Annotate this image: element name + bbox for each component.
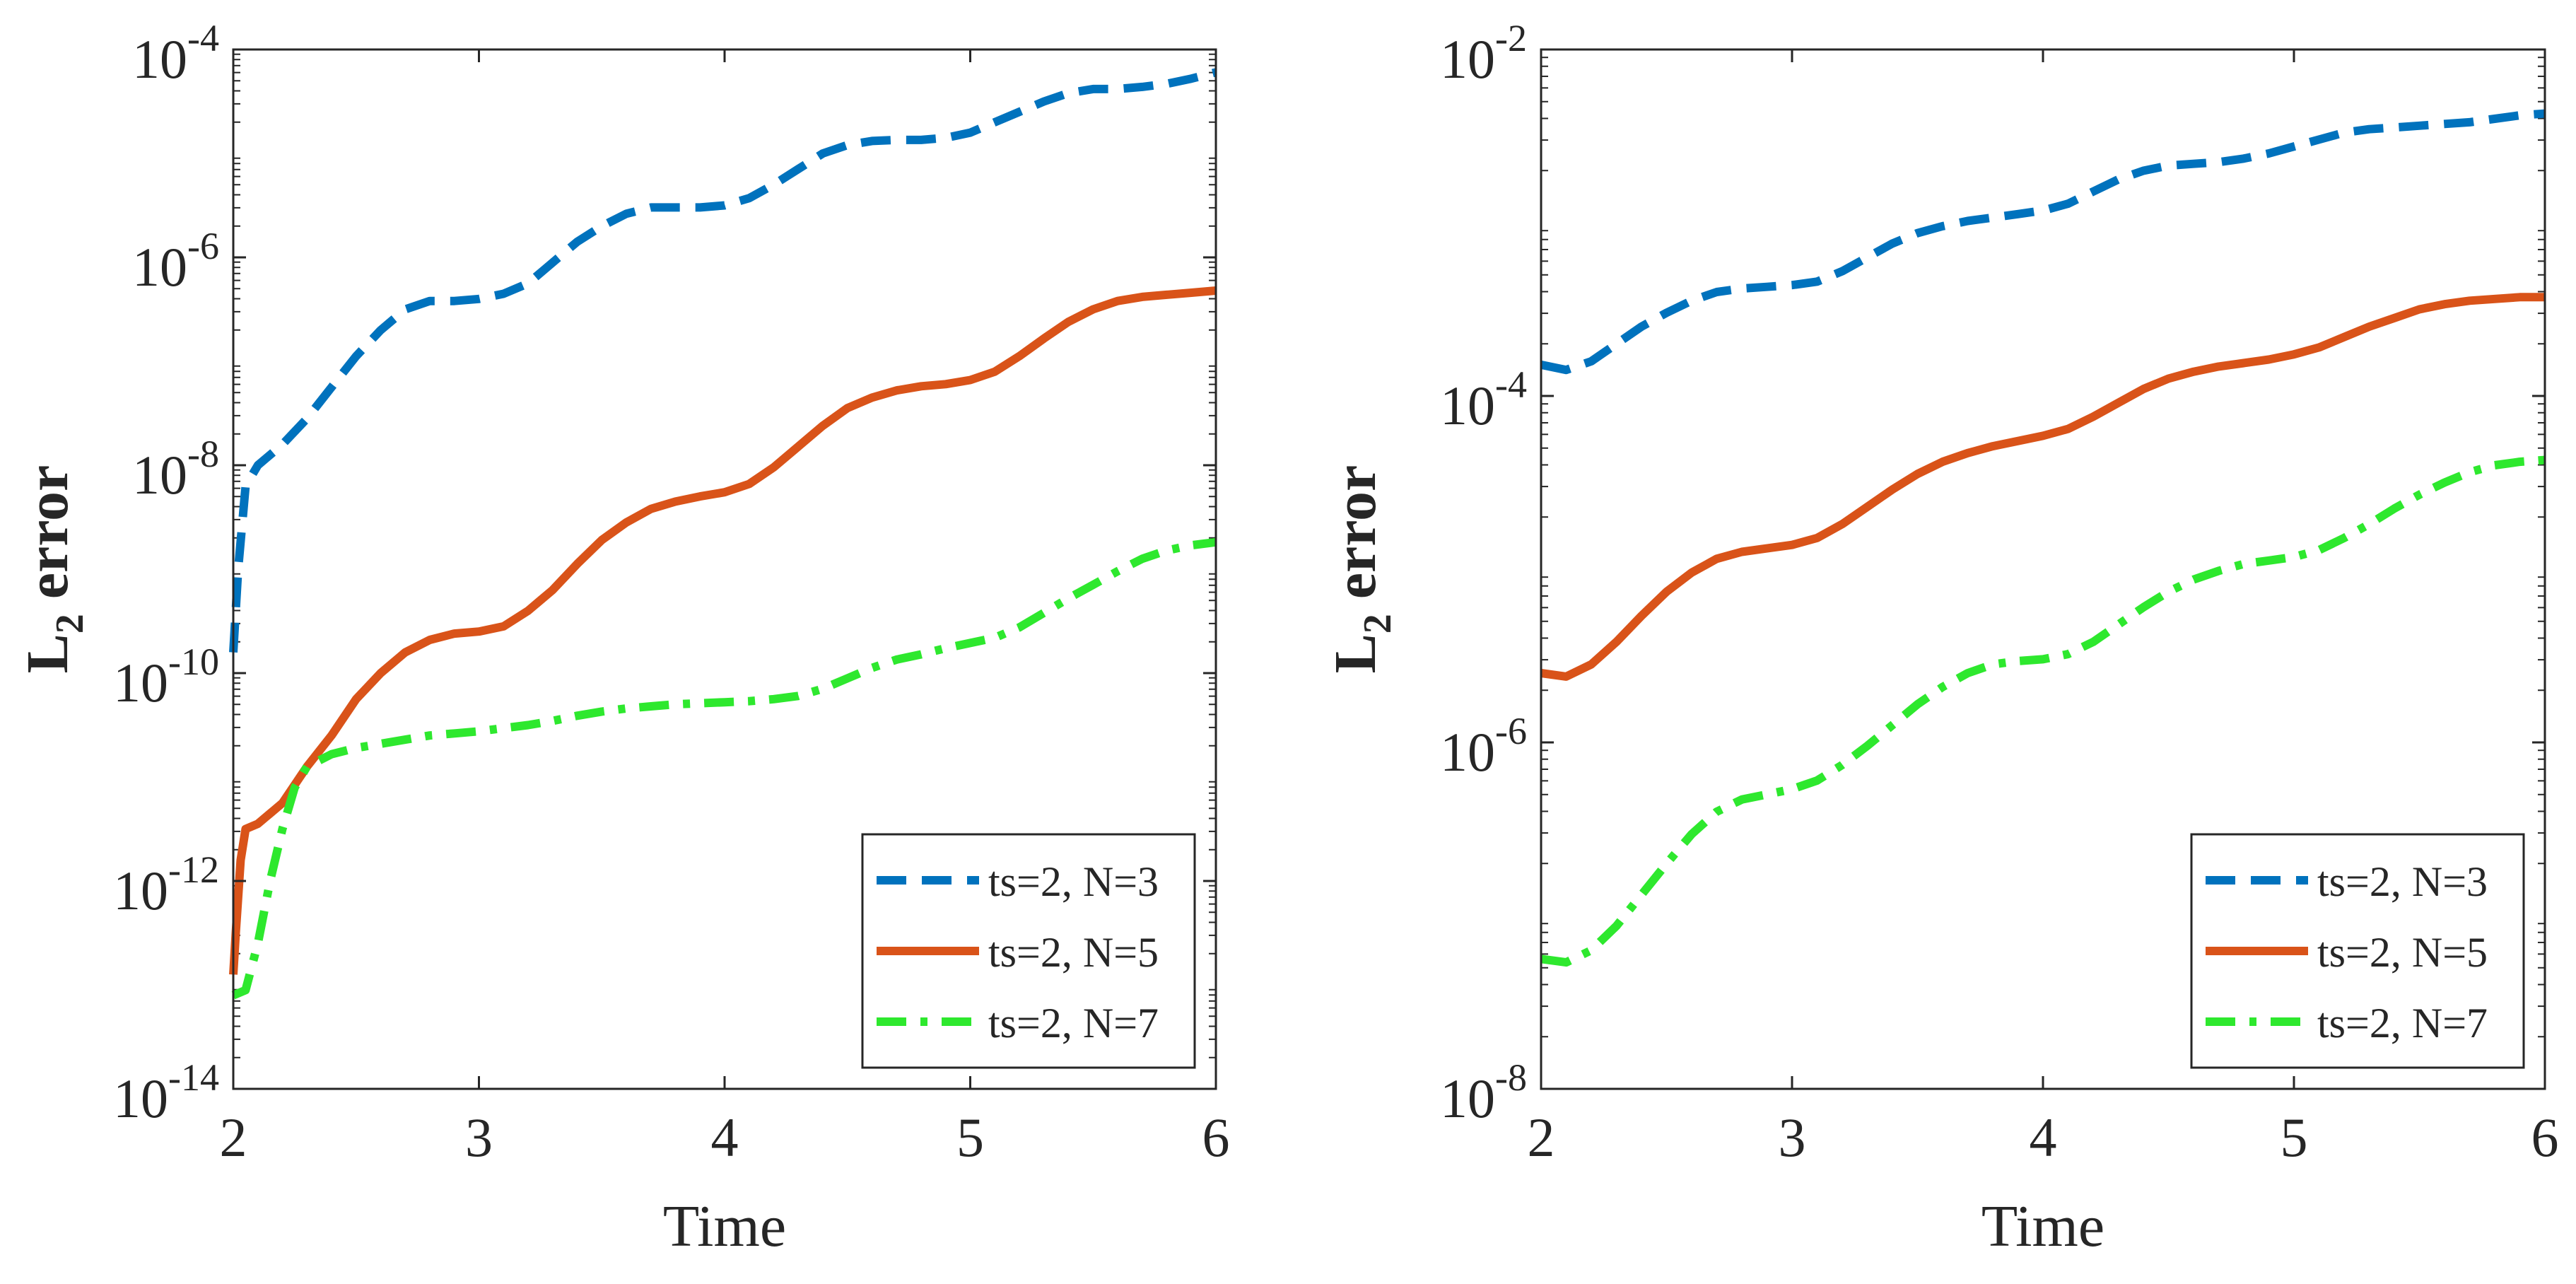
x-tick-label: 3: [465, 1107, 493, 1168]
y-tick-base: 10: [113, 860, 168, 921]
left-x-tick-labels: 2 3 4 5 6: [220, 1107, 1230, 1168]
left-y-label-subscript: 2: [48, 614, 92, 634]
left-major-ticks: [232, 48, 1217, 1090]
y-tick-base: 10: [1440, 1068, 1495, 1129]
right-series-n5-line: [1540, 293, 2545, 681]
left-y-label-main: L: [15, 634, 81, 673]
x-tick-label: 6: [1202, 1107, 1230, 1168]
y-tick-base: 10: [1440, 28, 1495, 90]
left-series-n5-line: [229, 286, 1217, 975]
y-tick-exponent: -8: [187, 433, 219, 475]
y-tick-label: 10-8: [1440, 1056, 1527, 1129]
x-tick-label: 6: [2531, 1107, 2559, 1168]
y-tick-exponent: -6: [187, 225, 219, 267]
right-x-tick-labels: 2 3 4 5 6: [1528, 1107, 2559, 1168]
left-series-layer: [229, 68, 1217, 1000]
right-x-axis-label: Time: [1981, 1193, 2104, 1259]
y-tick-base: 10: [1440, 721, 1495, 783]
y-tick-base: 10: [1440, 375, 1495, 436]
y-tick-exponent: -2: [1495, 17, 1527, 59]
y-tick-base: 10: [132, 444, 187, 506]
y-tick-label: 10-12: [113, 848, 219, 921]
right-series-layer: [1540, 109, 2546, 967]
left-legend-label-n3: ts=2, N=3: [988, 858, 1159, 905]
left-series-n7-line: [231, 537, 1217, 1000]
x-tick-label: 2: [1528, 1107, 1555, 1168]
right-major-ticks: [1540, 48, 2546, 1090]
right-y-axis-label: L2 error: [1323, 465, 1400, 674]
x-tick-label: 3: [1779, 1107, 1806, 1168]
right-y-label-rest: error: [1323, 465, 1388, 614]
left-y-label-rest: error: [15, 465, 81, 614]
y-tick-exponent: -8: [1495, 1056, 1527, 1099]
y-tick-base: 10: [113, 652, 168, 713]
x-tick-label: 5: [956, 1107, 984, 1168]
y-tick-base: 10: [132, 28, 187, 90]
right-legend-label-n5: ts=2, N=5: [2317, 929, 2488, 976]
x-tick-label: 4: [711, 1107, 739, 1168]
x-tick-label: 5: [2281, 1107, 2308, 1168]
right-legend-label-n7: ts=2, N=7: [2317, 1000, 2488, 1046]
right-legend-label-n3: ts=2, N=3: [2317, 858, 2488, 905]
x-tick-label: 4: [2030, 1107, 2057, 1168]
right-minor-ticks: [1541, 57, 2545, 1038]
right-y-tick-labels: 10-810-610-410-2: [1440, 17, 1527, 1129]
right-y-label-subscript: 2: [1356, 614, 1400, 634]
y-tick-exponent: -6: [1495, 710, 1527, 752]
y-tick-exponent: -10: [168, 641, 219, 683]
y-tick-exponent: -4: [1495, 363, 1527, 406]
y-tick-label: 10-2: [1440, 17, 1527, 90]
left-series-n3-line: [229, 68, 1217, 653]
y-tick-label: 10-6: [132, 225, 219, 298]
y-tick-exponent: -4: [187, 17, 219, 59]
y-tick-exponent: -14: [168, 1056, 219, 1099]
right-series-n7-line: [1540, 455, 2546, 967]
left-x-axis-label: Time: [663, 1193, 786, 1259]
left-legend-label-n5: ts=2, N=5: [988, 929, 1159, 976]
right-series-n3-line: [1540, 109, 2546, 375]
y-tick-label: 10-6: [1440, 710, 1527, 783]
y-tick-base: 10: [113, 1068, 168, 1129]
y-tick-label: 10-14: [113, 1056, 219, 1129]
right-y-label-main: L: [1323, 634, 1388, 673]
y-tick-exponent: -12: [168, 848, 219, 891]
left-legend: ts=2, N=3 ts=2, N=5 ts=2, N=7: [861, 833, 1196, 1069]
right-legend: ts=2, N=3 ts=2, N=5 ts=2, N=7: [2190, 833, 2525, 1069]
left-y-axis-label: L2 error: [15, 465, 92, 674]
left-legend-label-n7: ts=2, N=7: [988, 1000, 1159, 1046]
y-tick-label: 10-10: [113, 641, 219, 713]
y-tick-label: 10-4: [1440, 363, 1527, 436]
y-tick-label: 10-4: [132, 17, 219, 90]
x-tick-label: 2: [220, 1107, 247, 1168]
y-tick-base: 10: [132, 236, 187, 298]
y-tick-label: 10-8: [132, 433, 219, 506]
